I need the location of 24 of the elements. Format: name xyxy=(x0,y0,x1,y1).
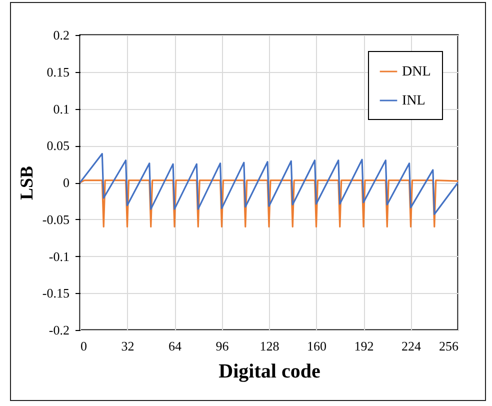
x-tick-label: 0 xyxy=(80,338,87,354)
y-tick-label: 0.05 xyxy=(46,138,70,154)
x-tick-label: 192 xyxy=(354,338,374,354)
y-tick-label: -0.2 xyxy=(48,322,70,338)
x-tick-label: 160 xyxy=(307,338,326,354)
x-axis-title: Digital code xyxy=(218,360,320,382)
y-tick-label: -0.1 xyxy=(48,248,70,264)
y-tick-label: -0.15 xyxy=(42,286,70,301)
y-tick-label: 0.1 xyxy=(53,101,70,116)
y-tick-label: 0.2 xyxy=(53,28,70,42)
legend-label: INL xyxy=(402,94,426,108)
x-tick-label: 256 xyxy=(439,338,459,354)
x-tick-label: 128 xyxy=(260,338,280,354)
line-series xyxy=(80,179,458,228)
legend-label: DNL xyxy=(402,64,431,80)
y-axis-title: LSB xyxy=(16,166,36,200)
y-tick-label: -0.05 xyxy=(42,212,70,227)
x-tick-label: 64 xyxy=(168,338,182,354)
x-tick-label: 224 xyxy=(402,338,422,354)
x-tick-label: 96 xyxy=(216,338,230,354)
y-tick-label: 0.15 xyxy=(46,64,70,80)
line-series xyxy=(80,152,458,216)
x-tick-label: 32 xyxy=(121,338,134,354)
y-tick-label: 0 xyxy=(63,175,70,190)
